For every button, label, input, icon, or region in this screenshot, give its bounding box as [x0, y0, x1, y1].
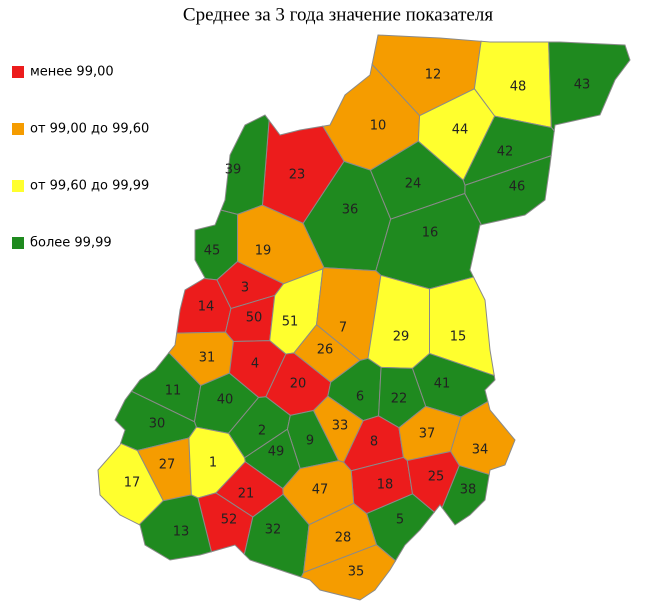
region [441, 464, 490, 526]
region-label: 45 [204, 244, 221, 259]
region-label: 10 [370, 119, 387, 134]
region-label: 14 [198, 300, 215, 315]
legend-swatch [12, 180, 24, 192]
region-label: 21 [238, 487, 255, 502]
region-label: 41 [434, 377, 451, 392]
region-label: 46 [509, 180, 526, 195]
region-label: 26 [317, 343, 334, 358]
region-label: 22 [391, 392, 408, 407]
legend: менее 99,00 от 99,00 до 99,60 от 99,60 до … [12, 65, 149, 251]
region-label: 11 [165, 384, 182, 399]
legend-label: менее 99,00 [30, 65, 114, 80]
region-label: 6 [356, 390, 364, 405]
region-label: 31 [199, 351, 216, 366]
region-label: 36 [342, 203, 359, 218]
map-title: Среднее за 3 года значение показателя [183, 4, 493, 25]
region-label: 51 [282, 315, 299, 330]
region-label: 25 [428, 470, 445, 485]
region-label: 19 [255, 244, 272, 259]
legend-swatch [12, 66, 24, 78]
region-label: 20 [290, 377, 307, 392]
region-label: 48 [510, 80, 527, 95]
region [97, 442, 164, 526]
region-label: 28 [335, 531, 352, 546]
region-label: 47 [312, 483, 329, 498]
region-label: 37 [419, 427, 436, 442]
region-label: 16 [422, 226, 439, 241]
region-label: 2 [258, 424, 266, 439]
region-label: 30 [149, 417, 166, 432]
region-label: 40 [217, 393, 234, 408]
region-label: 33 [332, 419, 349, 434]
legend-swatch [12, 237, 24, 249]
region-label: 44 [452, 123, 469, 138]
region-label: 9 [306, 434, 314, 449]
region-label: 38 [460, 483, 477, 498]
region-label: 35 [348, 565, 365, 580]
region-label: 24 [405, 177, 422, 192]
region-label: 42 [497, 145, 514, 160]
region-label: 32 [265, 523, 282, 538]
region-label: 34 [472, 443, 489, 458]
region [138, 494, 213, 561]
region [450, 400, 516, 476]
region-label: 52 [221, 513, 238, 528]
region-label: 4 [251, 357, 259, 372]
region-label: 49 [268, 445, 285, 460]
region-label: 17 [124, 476, 141, 491]
region-label: 15 [450, 330, 467, 345]
region-label: 1 [209, 456, 217, 471]
region-label: 39 [225, 163, 242, 178]
region-label: 18 [377, 478, 394, 493]
legend-label: от 99,00 до 99,60 [30, 122, 149, 137]
region-label: 5 [396, 513, 404, 528]
region-label: 3 [241, 281, 249, 296]
region-label: 13 [173, 525, 190, 540]
legend-swatch [12, 123, 24, 135]
region-label: 50 [246, 311, 263, 326]
region-label: 29 [393, 330, 410, 345]
region-label: 27 [159, 458, 176, 473]
region [300, 544, 397, 601]
legend-label: более 99,99 [30, 236, 112, 251]
region-label: 8 [370, 435, 378, 450]
region-label: 43 [574, 78, 591, 93]
legend-label: от 99,60 до 99,99 [30, 179, 149, 194]
region-label: 23 [289, 168, 306, 183]
region-label: 12 [425, 68, 442, 83]
region-label: 7 [339, 321, 347, 336]
